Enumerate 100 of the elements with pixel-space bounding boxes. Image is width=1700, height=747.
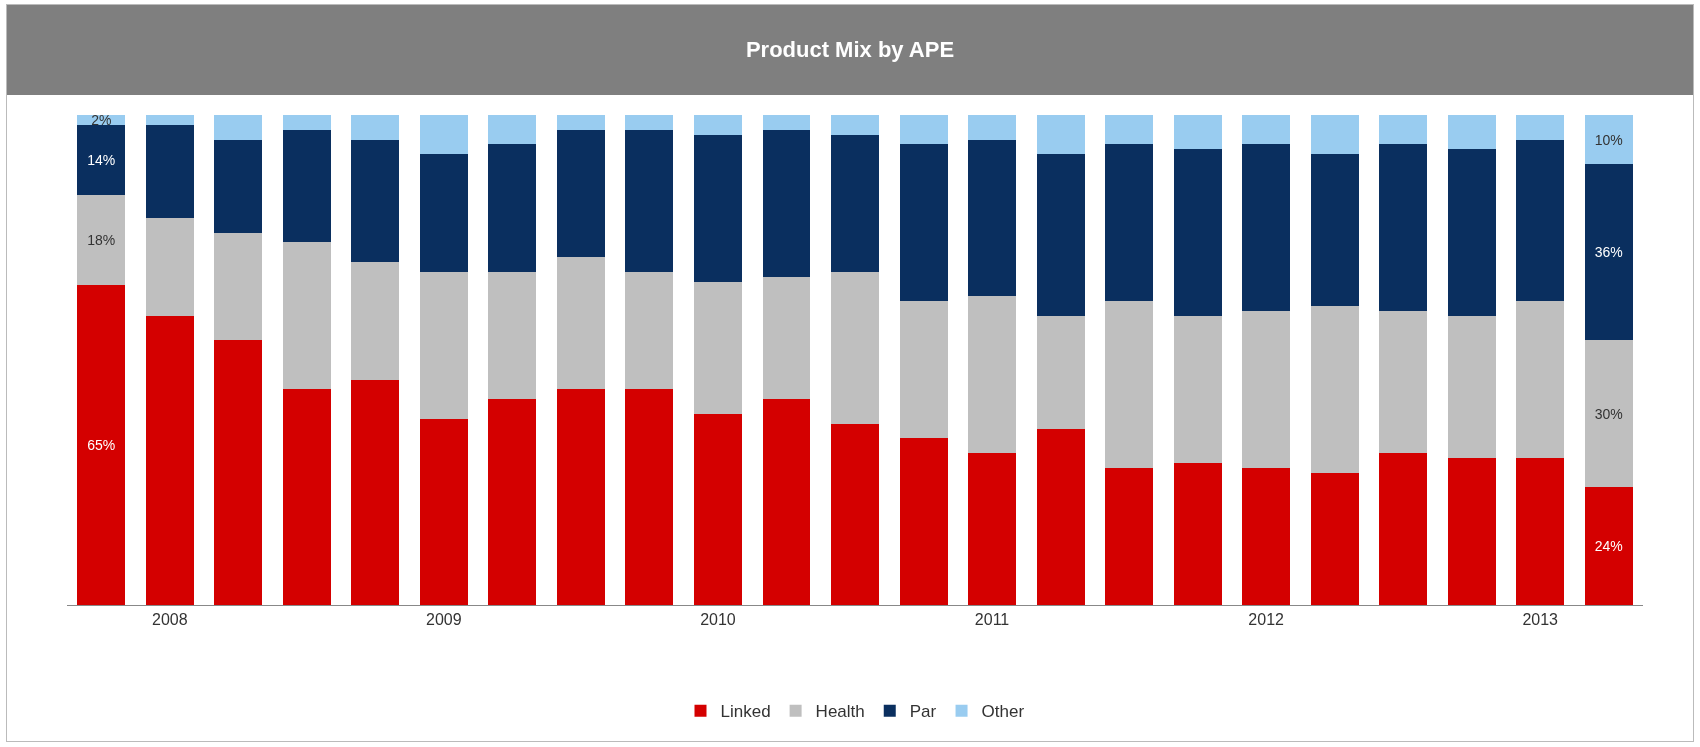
- bar: [145, 115, 194, 125]
- bar: [1447, 315, 1496, 458]
- bar: [1242, 467, 1291, 605]
- bar: [556, 389, 605, 605]
- bar: [488, 115, 537, 145]
- bar: [351, 379, 400, 605]
- bar: [1173, 462, 1222, 605]
- bar: [1105, 144, 1154, 302]
- bar: [1516, 301, 1565, 458]
- x-tick-label: 2008: [151, 611, 188, 629]
- bar: [625, 271, 674, 390]
- x-tick-label: 2011: [974, 611, 1010, 629]
- bar: [899, 144, 948, 302]
- bar: [145, 315, 194, 605]
- bar: [77, 284, 126, 605]
- bar: [968, 115, 1017, 140]
- bar: [351, 139, 400, 262]
- bar: [1310, 154, 1359, 307]
- bar: [1447, 149, 1496, 316]
- bar: [556, 257, 605, 390]
- bar: [762, 115, 811, 130]
- bar: [693, 134, 742, 282]
- bar: [1242, 311, 1291, 468]
- bar: [556, 115, 605, 130]
- x-tick-label: 2009: [426, 611, 462, 629]
- bar: [899, 438, 948, 605]
- data-label: 65%: [87, 436, 116, 453]
- bar: [1310, 306, 1359, 473]
- x-tick-label: 2010: [700, 611, 736, 629]
- bar: [282, 389, 331, 605]
- legend-label: Other: [981, 702, 1025, 722]
- bar: [282, 115, 331, 130]
- bar: [693, 413, 742, 605]
- bar: [1447, 115, 1496, 150]
- x-tick-label: 2012: [1248, 611, 1285, 629]
- data-label: 24%: [1594, 538, 1623, 555]
- bar: [556, 129, 605, 258]
- bar: [831, 134, 879, 272]
- bar: [1036, 315, 1085, 429]
- bar: [1173, 149, 1222, 316]
- bar: [968, 453, 1017, 605]
- bar: [419, 115, 468, 155]
- bar: [214, 340, 263, 605]
- data-label: 30%: [1594, 405, 1623, 422]
- bar: [1379, 311, 1428, 454]
- bar: [214, 115, 263, 140]
- bar: [1036, 154, 1085, 316]
- bar: [145, 217, 194, 316]
- data-label: 18%: [87, 231, 116, 248]
- bar: [419, 418, 468, 605]
- bar: [1036, 115, 1085, 155]
- bar: [625, 389, 674, 605]
- data-label: 36%: [1594, 244, 1623, 261]
- bar: [282, 129, 331, 243]
- bar: [625, 129, 674, 272]
- bar: [214, 139, 263, 233]
- bar: [1584, 340, 1633, 488]
- data-label: 10%: [1594, 131, 1623, 148]
- bar: [351, 262, 400, 380]
- chart-title: Product Mix by APE: [7, 5, 1693, 95]
- bar: [1379, 115, 1428, 145]
- bar: [488, 271, 537, 400]
- bar: [1242, 115, 1291, 145]
- x-tick-label: 2013: [1522, 611, 1559, 629]
- bar: [77, 125, 126, 195]
- bar: [762, 276, 811, 400]
- bar: [625, 115, 674, 130]
- bar: [1242, 144, 1291, 311]
- bar: [693, 281, 742, 414]
- bar: [762, 129, 811, 277]
- bar: [1447, 458, 1496, 605]
- bar: [899, 115, 948, 145]
- bar: [1105, 115, 1154, 145]
- bar: [1105, 301, 1154, 468]
- bar: [1036, 428, 1085, 605]
- data-label: 2%: [91, 112, 112, 129]
- bar: [214, 232, 263, 341]
- legend-label: Linked: [720, 702, 771, 722]
- bar: [1310, 472, 1359, 605]
- bar: [831, 271, 879, 424]
- bar: [351, 115, 400, 140]
- bar: [831, 115, 879, 135]
- bar: [968, 139, 1017, 297]
- bar: [488, 144, 537, 272]
- bar: [419, 271, 468, 419]
- bar: [419, 154, 468, 272]
- bar: [282, 242, 331, 390]
- bar: [488, 399, 537, 605]
- data-label: 14%: [87, 152, 116, 169]
- bar: [1310, 115, 1359, 155]
- bar: [1584, 487, 1633, 605]
- bar: [1584, 164, 1633, 341]
- bar: [693, 115, 742, 135]
- bar: [1516, 139, 1565, 302]
- bar: [831, 423, 879, 605]
- bar: [1379, 453, 1428, 605]
- bar: [899, 301, 948, 439]
- bar: [1105, 467, 1154, 605]
- legend-label: Par: [909, 702, 937, 722]
- bar: [1584, 115, 1633, 164]
